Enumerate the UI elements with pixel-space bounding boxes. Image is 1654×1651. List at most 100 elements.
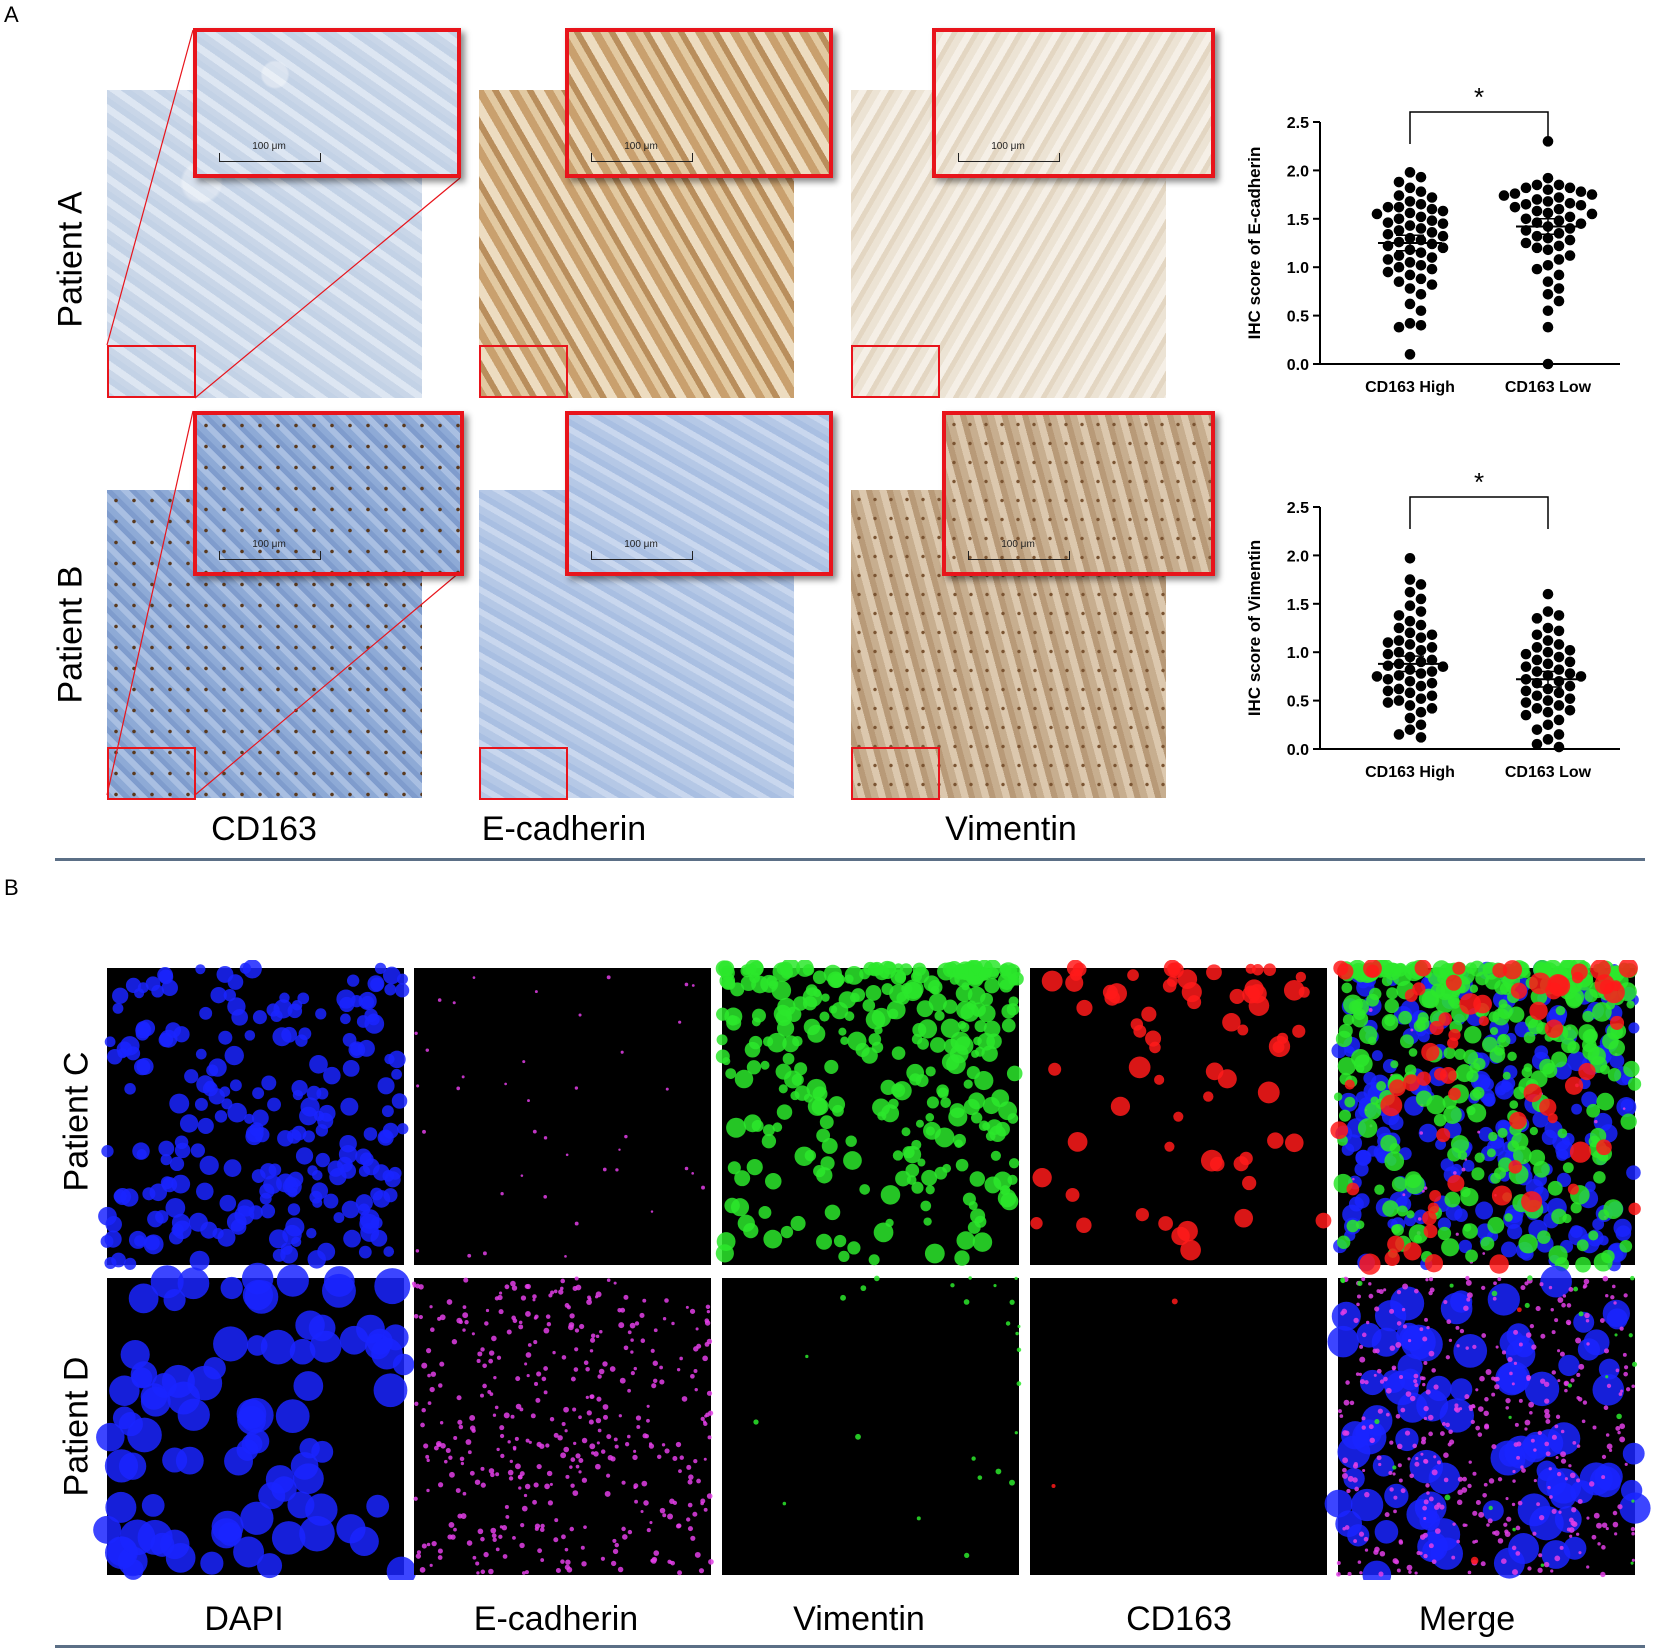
y-tick-label: 2.5	[1287, 115, 1309, 132]
scale-bar-label: 100 μm	[624, 141, 658, 152]
data-point	[1509, 201, 1521, 213]
data-point	[1415, 656, 1427, 668]
significance-label: *	[1474, 82, 1484, 112]
data-point	[1542, 172, 1554, 184]
data-point	[1426, 215, 1438, 227]
data-point	[1564, 223, 1576, 234]
scale-bar-label: 100 μm	[624, 539, 658, 550]
data-point	[1542, 305, 1554, 317]
data-point	[1542, 695, 1554, 706]
data-point	[1382, 201, 1394, 213]
data-point	[1415, 719, 1427, 731]
y-tick-label: 0.5	[1287, 309, 1309, 326]
data-point	[1404, 687, 1416, 699]
data-point	[1520, 648, 1532, 660]
data-point	[1564, 668, 1576, 679]
divider-a	[55, 858, 1645, 861]
data-point	[1382, 228, 1394, 240]
significance-bracket	[1409, 496, 1549, 529]
zoom-guides	[106, 29, 461, 796]
col-label-cd163-b: CD163	[1126, 1600, 1232, 1638]
data-point	[1520, 225, 1532, 236]
panel-b-label: B	[4, 875, 19, 900]
data-point	[1404, 269, 1416, 281]
y-tick-label: 2.0	[1287, 163, 1309, 180]
y-axis-label: IHC score of Vimentin	[1245, 540, 1264, 716]
data-point	[1531, 205, 1543, 217]
data-point	[1520, 237, 1532, 249]
data-point	[1531, 217, 1543, 228]
data-point	[1542, 259, 1554, 271]
data-point	[1553, 729, 1565, 740]
data-point	[1415, 706, 1427, 718]
data-point	[1404, 600, 1416, 612]
data-point	[1531, 179, 1543, 191]
data-point	[1437, 218, 1449, 229]
data-point	[1404, 318, 1416, 329]
y-tick-label: 0.0	[1287, 742, 1309, 759]
data-point	[1520, 685, 1532, 697]
data-point	[1553, 203, 1565, 215]
data-point	[1575, 186, 1587, 197]
y-tick-label: 0.5	[1287, 694, 1309, 711]
roi-box	[851, 747, 940, 800]
scatter-charts: 0.0 0.5 1.0 1.5 2.0 2.5 IHC score of E-cadheri…	[1245, 82, 1620, 781]
data-point	[1404, 553, 1416, 564]
data-point	[1426, 654, 1438, 666]
data-point	[1382, 660, 1394, 672]
data-point	[1542, 719, 1554, 731]
data-point	[1564, 693, 1576, 704]
data-point	[1393, 610, 1405, 621]
scale-bar	[958, 153, 1060, 162]
data-point	[1520, 182, 1532, 194]
data-point	[1542, 588, 1554, 600]
fluo-tile-patient-c-vimentin	[715, 960, 1024, 1266]
data-point	[1393, 635, 1405, 646]
col-label-ecadherin: E-cadherin	[481, 810, 647, 848]
data-point	[1553, 215, 1565, 227]
data-point	[1415, 632, 1427, 643]
data-point	[1542, 196, 1554, 207]
data-point	[1393, 261, 1405, 273]
scale-bar	[219, 551, 321, 560]
data-point	[1520, 198, 1532, 210]
scale-bar	[591, 153, 693, 162]
data-point	[1542, 606, 1554, 617]
data-point	[1531, 677, 1543, 689]
data-point	[1553, 269, 1565, 281]
data-point	[1393, 213, 1405, 225]
data-point	[1575, 199, 1587, 211]
data-point	[1542, 136, 1554, 147]
data-point	[1382, 648, 1394, 660]
data-point	[1382, 217, 1394, 228]
col-label-vimentin: Vimentin	[945, 810, 1077, 848]
data-point	[1382, 685, 1394, 697]
data-point	[1415, 319, 1427, 331]
fluo-tile-patient-d-dapi	[93, 1262, 417, 1580]
data-point	[1415, 732, 1427, 743]
significance-label: *	[1474, 467, 1484, 497]
scale-bar	[591, 551, 693, 560]
scale-bar	[219, 153, 321, 162]
roi-box	[479, 345, 568, 398]
data-point	[1415, 668, 1427, 679]
data-point	[1393, 250, 1405, 261]
y-tick-label: 2.0	[1287, 548, 1309, 565]
data-point	[1415, 273, 1427, 285]
data-point	[1564, 680, 1576, 692]
data-point	[1520, 709, 1532, 721]
data-point	[1520, 661, 1532, 673]
data-point	[1531, 613, 1543, 624]
inset-patient-a-cd163: 100 μm	[193, 28, 461, 178]
data-point	[1553, 651, 1565, 663]
data-point	[1426, 690, 1438, 702]
inset-patient-a-ecadherin: 100 μm	[565, 28, 833, 178]
fluo-tile-patient-c-ecadherin	[414, 968, 711, 1265]
data-point	[1553, 254, 1565, 265]
data-point	[1553, 228, 1565, 239]
data-point	[1520, 213, 1532, 225]
data-point	[1415, 644, 1427, 656]
fluorescence-grid	[93, 960, 1651, 1580]
scale-bar-label: 100 μm	[252, 539, 286, 550]
data-point	[1531, 194, 1543, 205]
